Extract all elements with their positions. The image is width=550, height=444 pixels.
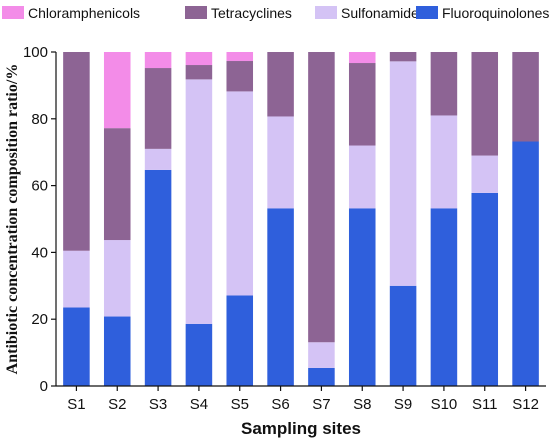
x-tick-label: S4 bbox=[190, 396, 208, 413]
bar-segment-fluoroquinolones-s9 bbox=[389, 285, 417, 386]
y-tick-label: 40 bbox=[31, 244, 48, 261]
bar-segment-sulfonamides-s4 bbox=[185, 79, 213, 324]
x-tick-label: S10 bbox=[431, 396, 458, 413]
x-axis-title: Sampling sites bbox=[241, 419, 361, 438]
bar-segment-sulfonamides-s1 bbox=[63, 250, 90, 308]
axes bbox=[55, 52, 546, 387]
bar-segment-tetracyclines-s12 bbox=[512, 52, 539, 142]
legend-swatch bbox=[315, 6, 337, 19]
x-tick-label: S1 bbox=[67, 396, 85, 413]
bar-segment-fluoroquinolones-s5 bbox=[226, 295, 254, 386]
bar-segment-fluoroquinolones-s2 bbox=[103, 316, 131, 386]
bar-segment-sulfonamides-s8 bbox=[348, 145, 376, 209]
y-tick-label: 20 bbox=[31, 311, 48, 328]
y-tick-label: 60 bbox=[31, 178, 48, 195]
bar-segment-chloramphenicols-s4 bbox=[185, 52, 213, 66]
bar-segment-sulfonamides-s11 bbox=[471, 155, 499, 193]
bar-segment-tetracyclines-s11 bbox=[471, 52, 499, 156]
legend-swatch bbox=[2, 6, 24, 19]
bar-segment-fluoroquinolones-s3 bbox=[144, 169, 172, 386]
x-tick-label: S6 bbox=[271, 396, 289, 413]
bar-segment-chloramphenicols-s2 bbox=[103, 52, 131, 129]
legend-label: Fluoroquinolones bbox=[442, 5, 549, 21]
bar-segment-tetracyclines-s9 bbox=[389, 52, 417, 62]
x-tick-label: S2 bbox=[108, 396, 126, 413]
bar-segment-sulfonamides-s10 bbox=[430, 115, 458, 209]
legend-swatch bbox=[416, 6, 438, 19]
x-tick-label: S7 bbox=[312, 396, 330, 413]
bar-segment-sulfonamides-s3 bbox=[144, 148, 172, 170]
bar-segment-sulfonamides-s6 bbox=[267, 116, 294, 209]
bar-segment-sulfonamides-s5 bbox=[226, 91, 254, 296]
bar-segment-tetracyclines-s10 bbox=[430, 52, 458, 116]
bar-segment-fluoroquinolones-s4 bbox=[185, 323, 213, 386]
bar-segment-tetracyclines-s2 bbox=[103, 128, 131, 241]
bar-segment-tetracyclines-s1 bbox=[63, 52, 90, 251]
bar-segment-fluoroquinolones-s10 bbox=[430, 208, 458, 386]
y-tick-label: 100 bbox=[23, 44, 48, 61]
bar-segment-fluoroquinolones-s1 bbox=[63, 307, 90, 386]
bar-segment-fluoroquinolones-s8 bbox=[348, 208, 376, 386]
legend-swatch bbox=[185, 6, 207, 19]
bar-segment-fluoroquinolones-s12 bbox=[512, 141, 539, 386]
x-tick-label: S11 bbox=[472, 396, 498, 413]
legend: Chloramphenicols Tetracyclines Sulfonamide… bbox=[2, 5, 549, 21]
bar-segment-tetracyclines-s8 bbox=[348, 63, 376, 146]
bar-segment-tetracyclines-s6 bbox=[267, 52, 294, 117]
bar-segment-chloramphenicols-s8 bbox=[348, 52, 376, 64]
y-ticks: 0 20 40 60 80 100 bbox=[23, 44, 56, 395]
y-tick-label: 80 bbox=[31, 111, 48, 128]
x-tick-label: S8 bbox=[353, 396, 371, 413]
bar-segment-tetracyclines-s3 bbox=[144, 68, 172, 149]
bar-segment-tetracyclines-s7 bbox=[308, 52, 335, 343]
bar-segment-tetracyclines-s5 bbox=[226, 61, 254, 92]
bar-segment-chloramphenicols-s3 bbox=[144, 52, 172, 69]
bar-segment-fluoroquinolones-s6 bbox=[267, 208, 294, 386]
bar-segment-chloramphenicols-s5 bbox=[226, 52, 254, 62]
y-axis-title: Antibiotic concentration composition rat… bbox=[4, 64, 21, 375]
legend-label: Sulfonamides bbox=[341, 5, 426, 21]
x-tick-label: S3 bbox=[149, 396, 167, 413]
x-ticks: S1 S2 S3 S4 S5 S6 S7 S8 S9 S10 S11 S12 bbox=[67, 386, 539, 413]
bars bbox=[63, 52, 539, 386]
bar-segment-fluoroquinolones-s7 bbox=[308, 367, 335, 386]
bar-segment-sulfonamides-s9 bbox=[389, 61, 417, 286]
bar-segment-sulfonamides-s2 bbox=[103, 240, 131, 317]
bar-segment-tetracyclines-s4 bbox=[185, 65, 213, 80]
x-tick-label: S12 bbox=[512, 396, 539, 413]
bar-segment-fluoroquinolones-s11 bbox=[471, 192, 499, 386]
legend-label: Tetracyclines bbox=[211, 5, 292, 21]
x-tick-label: S9 bbox=[394, 396, 412, 413]
bar-segment-sulfonamides-s7 bbox=[308, 342, 335, 368]
legend-label: Chloramphenicols bbox=[28, 5, 140, 21]
x-tick-label: S5 bbox=[231, 396, 249, 413]
y-tick-label: 0 bbox=[40, 378, 48, 395]
